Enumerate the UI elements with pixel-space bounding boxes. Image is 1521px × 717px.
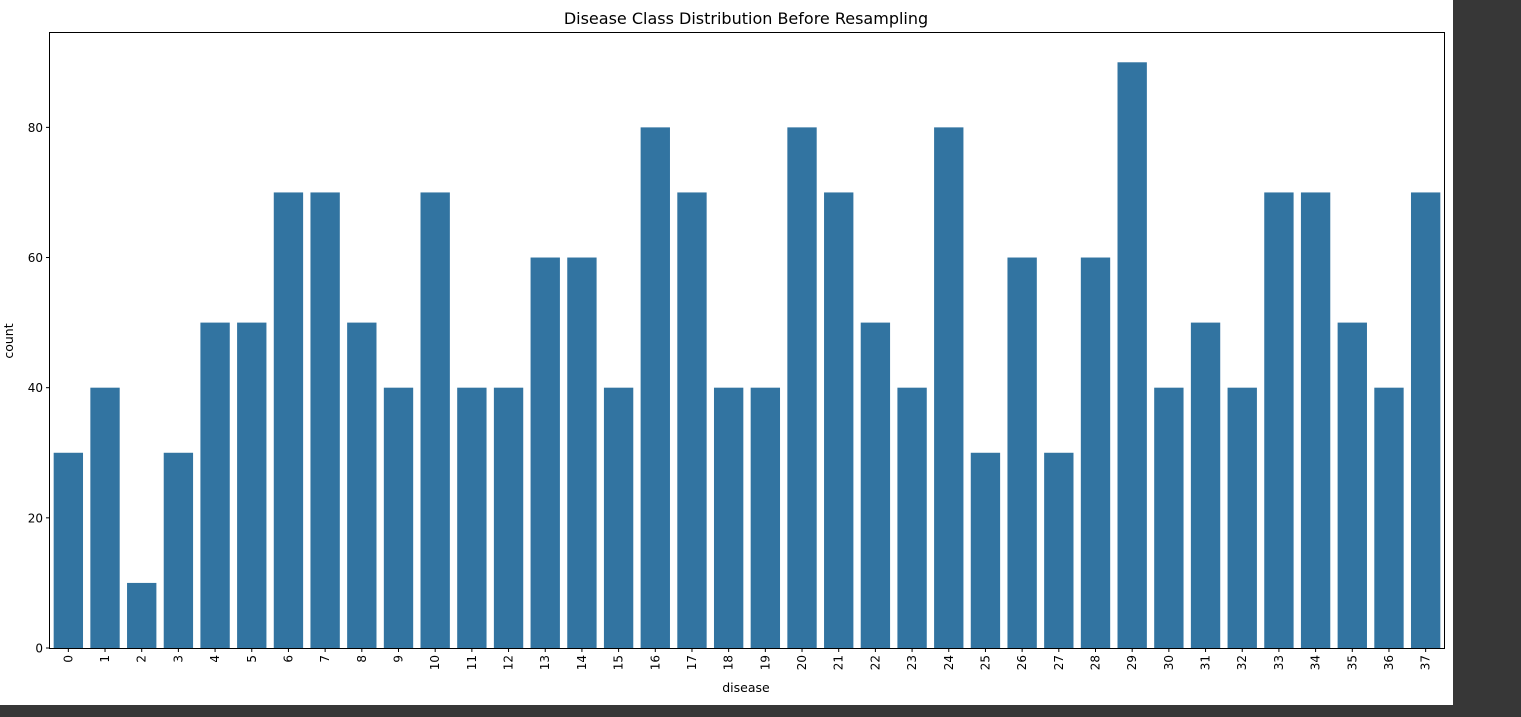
x-tick-label-1: 1 — [98, 655, 112, 663]
bar-20 — [787, 127, 817, 649]
y-tick-label-0: 0 — [35, 642, 43, 656]
chart-figure: Disease Class Distribution Before Resamp… — [1, 9, 1445, 695]
x-tick-label-34: 34 — [1309, 655, 1323, 670]
bar-32 — [1227, 387, 1257, 648]
bar-15 — [603, 387, 634, 648]
bar-7 — [310, 192, 340, 648]
x-tick-label-18: 18 — [722, 655, 736, 670]
bar-22 — [860, 322, 891, 648]
x-tick-label-31: 31 — [1199, 655, 1213, 670]
x-tick-label-29: 29 — [1125, 655, 1139, 670]
bar-13 — [530, 257, 560, 648]
x-tick-label-11: 11 — [465, 655, 479, 670]
bar-1 — [90, 387, 120, 648]
y-tick-label-20: 20 — [28, 511, 43, 525]
x-tick-label-22: 22 — [868, 655, 882, 670]
x-tick-label-6: 6 — [281, 655, 295, 663]
plot-frame — [49, 32, 1445, 649]
bar-34 — [1300, 192, 1331, 648]
bar-10 — [420, 192, 450, 648]
bar-5 — [237, 322, 267, 648]
bar-36 — [1374, 387, 1404, 648]
bar-23 — [897, 387, 927, 648]
bar-3 — [163, 452, 194, 648]
x-tick-label-0: 0 — [61, 655, 75, 663]
bar-19 — [750, 387, 781, 648]
bar-29 — [1117, 62, 1147, 649]
x-tick-label-24: 24 — [942, 655, 956, 670]
y-tick-label-40: 40 — [28, 381, 43, 395]
x-tick-label-4: 4 — [208, 655, 222, 663]
bar-31 — [1190, 322, 1221, 648]
x-tick-label-12: 12 — [502, 655, 516, 670]
bar-26 — [1007, 257, 1037, 648]
x-tick-label-37: 37 — [1419, 655, 1433, 670]
bar-11 — [457, 387, 487, 648]
y-axis-ticks: 0 20 40 60 80 — [28, 121, 50, 656]
bar-12 — [493, 387, 524, 648]
window-edge-right — [1453, 0, 1521, 717]
bar-0 — [53, 452, 84, 648]
x-tick-label-19: 19 — [758, 655, 772, 670]
bar-17 — [677, 192, 707, 648]
window-edge-bottom — [0, 705, 1453, 717]
x-tick-label-21: 21 — [832, 655, 846, 670]
bar-28 — [1080, 257, 1111, 648]
bar-chart: Disease Class Distribution Before Resamp… — [1, 9, 1445, 695]
bar-16 — [640, 127, 670, 649]
x-tick-label-5: 5 — [245, 655, 259, 663]
x-tick-label-17: 17 — [685, 655, 699, 670]
x-tick-label-3: 3 — [171, 655, 185, 663]
bar-4 — [200, 322, 230, 648]
x-tick-label-35: 35 — [1345, 655, 1359, 670]
bar-14 — [567, 257, 597, 648]
x-tick-label-26: 26 — [1015, 655, 1029, 670]
x-tick-label-28: 28 — [1089, 655, 1103, 670]
x-tick-label-7: 7 — [318, 655, 332, 663]
x-tick-label-30: 30 — [1162, 655, 1176, 670]
x-tick-label-23: 23 — [905, 655, 919, 670]
x-tick-label-13: 13 — [538, 655, 552, 670]
bar-27 — [1044, 452, 1074, 648]
bar-30 — [1154, 387, 1184, 648]
x-tick-label-15: 15 — [612, 655, 626, 670]
bar-33 — [1264, 192, 1294, 648]
bar-2 — [127, 582, 157, 648]
chart-title: Disease Class Distribution Before Resamp… — [564, 9, 928, 28]
x-tick-label-36: 36 — [1382, 655, 1396, 670]
x-tick-label-33: 33 — [1272, 655, 1286, 670]
x-axis-label: disease — [722, 680, 770, 695]
bar-9 — [383, 387, 414, 648]
x-tick-label-25: 25 — [978, 655, 992, 670]
x-tick-label-2: 2 — [135, 655, 149, 663]
bars-layer — [53, 62, 1441, 649]
x-tick-label-27: 27 — [1052, 655, 1066, 670]
x-tick-label-20: 20 — [795, 655, 809, 670]
bar-37 — [1410, 192, 1441, 648]
y-tick-label-80: 80 — [28, 121, 43, 135]
bar-8 — [347, 322, 377, 648]
y-tick-label-60: 60 — [28, 251, 43, 265]
x-tick-label-14: 14 — [575, 655, 589, 670]
x-tick-label-16: 16 — [648, 655, 662, 670]
bar-18 — [713, 387, 744, 648]
x-tick-label-32: 32 — [1235, 655, 1249, 670]
bar-25 — [970, 452, 1001, 648]
bar-21 — [824, 192, 854, 648]
bar-24 — [934, 127, 964, 649]
bar-6 — [273, 192, 304, 648]
x-tick-label-10: 10 — [428, 655, 442, 670]
x-tick-label-9: 9 — [392, 655, 406, 663]
x-axis-ticks: 0 1 2 3 4 5 6 7 8 9 10 11 12 13 14 15 16 17 18 19 20 21 22 23 24… — [61, 648, 1433, 670]
x-tick-label-8: 8 — [355, 655, 369, 663]
bar-35 — [1337, 322, 1367, 648]
y-axis-label: count — [1, 323, 16, 358]
